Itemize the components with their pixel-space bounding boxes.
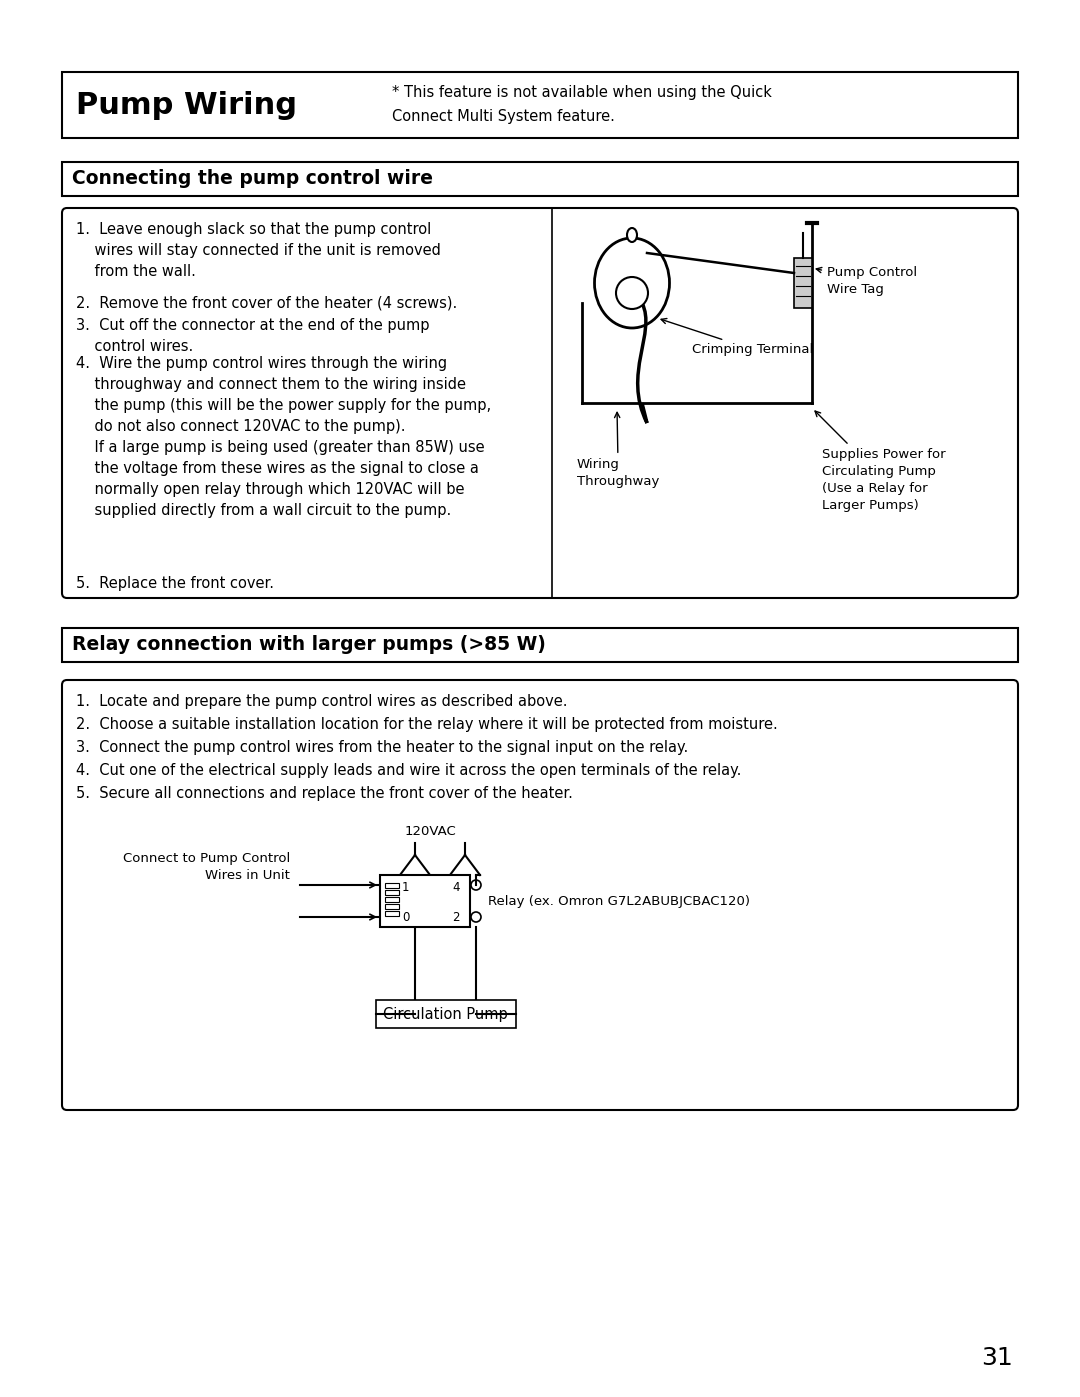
- Text: 2: 2: [453, 911, 459, 923]
- Bar: [384, 883, 399, 888]
- Bar: [384, 897, 399, 902]
- Bar: [62, 73, 1018, 138]
- Text: Relay (ex. Omron G7L2ABUBJCBAC120): Relay (ex. Omron G7L2ABUBJCBAC120): [488, 894, 750, 908]
- Text: 5.  Secure all connections and replace the front cover of the heater.: 5. Secure all connections and replace th…: [76, 787, 572, 800]
- Text: 4: 4: [453, 882, 459, 894]
- Text: Crimping Terminal: Crimping Terminal: [661, 319, 813, 356]
- Text: 3.  Cut off the connector at the end of the pump
    control wires.: 3. Cut off the connector at the end of t…: [76, 319, 430, 353]
- Text: 4.  Wire the pump control wires through the wiring
    throughway and connect th: 4. Wire the pump control wires through t…: [76, 356, 491, 518]
- FancyBboxPatch shape: [62, 208, 1018, 598]
- Bar: [376, 1000, 515, 1028]
- Bar: [794, 258, 812, 307]
- Text: * This feature is not available when using the Quick: * This feature is not available when usi…: [392, 84, 772, 99]
- Text: 4.  Cut one of the electrical supply leads and wire it across the open terminals: 4. Cut one of the electrical supply lead…: [76, 763, 741, 778]
- Text: Wiring
Throughway: Wiring Throughway: [577, 412, 660, 488]
- Text: 31: 31: [982, 1345, 1013, 1370]
- Text: 1: 1: [402, 882, 409, 894]
- Text: Connect Multi System feature.: Connect Multi System feature.: [392, 109, 615, 123]
- Text: 5.  Replace the front cover.: 5. Replace the front cover.: [76, 576, 274, 591]
- Text: 2.  Choose a suitable installation location for the relay where it will be prote: 2. Choose a suitable installation locati…: [76, 717, 778, 732]
- Text: 120VAC: 120VAC: [404, 826, 456, 838]
- Ellipse shape: [616, 277, 648, 309]
- Text: 3.  Connect the pump control wires from the heater to the signal input on the re: 3. Connect the pump control wires from t…: [76, 740, 688, 754]
- Ellipse shape: [594, 237, 670, 328]
- Text: Connecting the pump control wire: Connecting the pump control wire: [72, 169, 433, 189]
- Bar: [384, 904, 399, 909]
- Ellipse shape: [627, 228, 637, 242]
- Text: 0: 0: [402, 911, 409, 923]
- Bar: [62, 629, 1018, 662]
- Text: 2.  Remove the front cover of the heater (4 screws).: 2. Remove the front cover of the heater …: [76, 296, 457, 312]
- FancyBboxPatch shape: [62, 680, 1018, 1111]
- Text: Pump Control
Wire Tag: Pump Control Wire Tag: [816, 265, 917, 296]
- Text: 1.  Leave enough slack so that the pump control
    wires will stay connected if: 1. Leave enough slack so that the pump c…: [76, 222, 441, 279]
- Text: Circulation Pump: Circulation Pump: [383, 1006, 508, 1021]
- Bar: [384, 890, 399, 895]
- Text: 1.  Locate and prepare the pump control wires as described above.: 1. Locate and prepare the pump control w…: [76, 694, 567, 710]
- Text: Connect to Pump Control
Wires in Unit: Connect to Pump Control Wires in Unit: [123, 852, 291, 882]
- Text: Supplies Power for
Circulating Pump
(Use a Relay for
Larger Pumps): Supplies Power for Circulating Pump (Use…: [815, 411, 946, 511]
- Bar: [62, 162, 1018, 196]
- Bar: [384, 911, 399, 916]
- Text: Pump Wiring: Pump Wiring: [76, 91, 297, 120]
- Text: Relay connection with larger pumps (>85 W): Relay connection with larger pumps (>85 …: [72, 636, 545, 655]
- Bar: [380, 875, 470, 928]
